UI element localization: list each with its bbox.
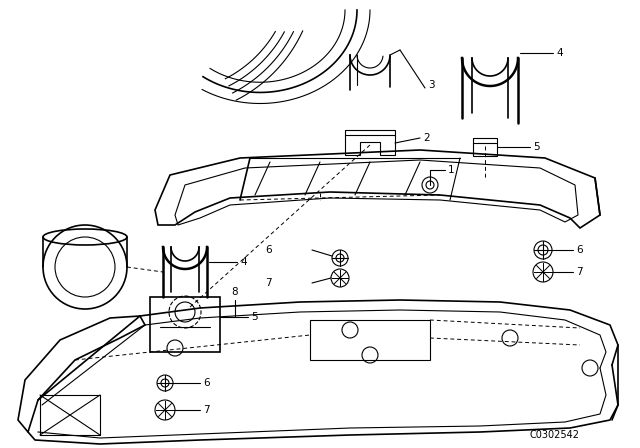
Text: 2: 2 xyxy=(423,133,429,143)
Text: 1: 1 xyxy=(448,165,454,175)
Text: 5: 5 xyxy=(251,312,258,322)
Text: 7: 7 xyxy=(265,278,271,288)
Text: 8: 8 xyxy=(232,287,238,297)
Bar xyxy=(473,138,497,156)
Text: 6: 6 xyxy=(203,378,210,388)
Bar xyxy=(150,297,220,352)
Text: 4: 4 xyxy=(240,257,246,267)
Text: 7: 7 xyxy=(203,405,210,415)
Text: 6: 6 xyxy=(265,245,271,255)
Text: 6: 6 xyxy=(576,245,582,255)
Text: 4: 4 xyxy=(556,48,563,58)
Text: 3: 3 xyxy=(428,80,435,90)
Text: 7: 7 xyxy=(576,267,582,277)
Text: C0302542: C0302542 xyxy=(530,430,580,440)
Text: 5: 5 xyxy=(533,142,540,152)
Bar xyxy=(310,320,430,360)
